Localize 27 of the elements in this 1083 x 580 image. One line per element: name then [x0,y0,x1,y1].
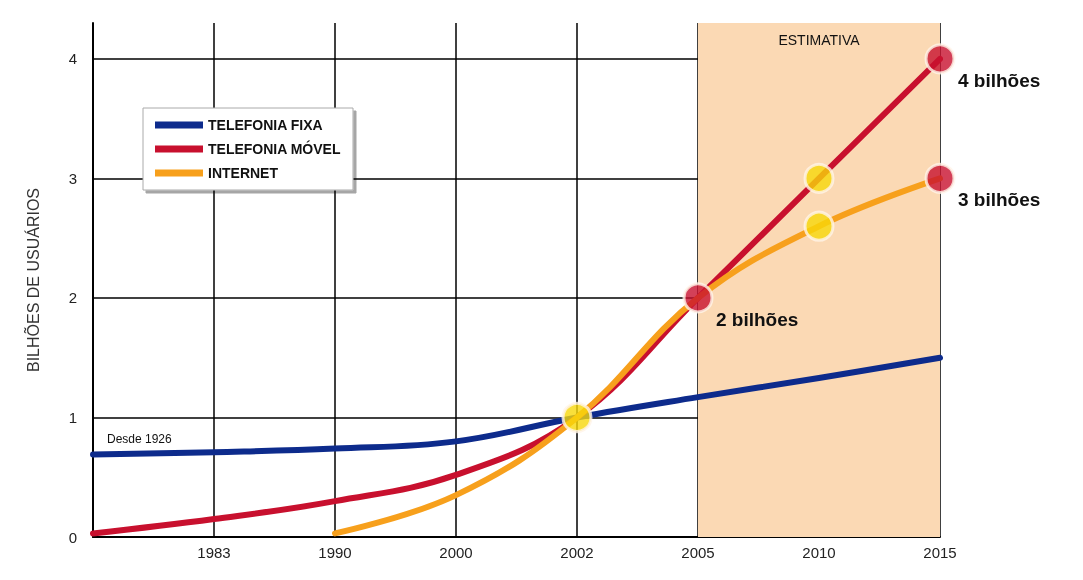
x-tick-label: 1990 [318,544,352,561]
y-tick-label: 3 [68,169,77,187]
legend-label: INTERNET [208,165,279,181]
point [682,282,714,314]
y-axis-title: BILHÕES DE USUÁRIOS [22,187,42,373]
y-tick-label: 2 [68,289,77,307]
y-tick-label: 4 [68,50,77,68]
legend-label: TELEFONIA MÓVEL [208,140,341,157]
x-tick-label: 2005 [681,544,715,561]
annotation: 4 bilhões [958,69,1041,91]
x-tick-label: 2002 [560,544,594,561]
point [561,401,593,433]
x-tick-label: 2010 [802,544,836,561]
y-tick-label: 1 [68,408,77,426]
band-label: ESTIMATIVA [778,32,861,48]
y-tick-label: 0 [68,528,77,546]
point [803,210,835,242]
x-tick-label: 2015 [923,544,957,561]
x-tick-label: 1983 [197,544,231,561]
point [803,162,835,194]
legend-label: TELEFONIA FIXA [208,117,323,133]
point [924,162,956,194]
annotation: 3 bilhões [958,189,1041,211]
point [924,43,956,75]
annotation: Desde 1926 [107,431,173,446]
annotation: 2 bilhões [716,308,799,330]
x-tick-label: 2000 [439,544,473,561]
